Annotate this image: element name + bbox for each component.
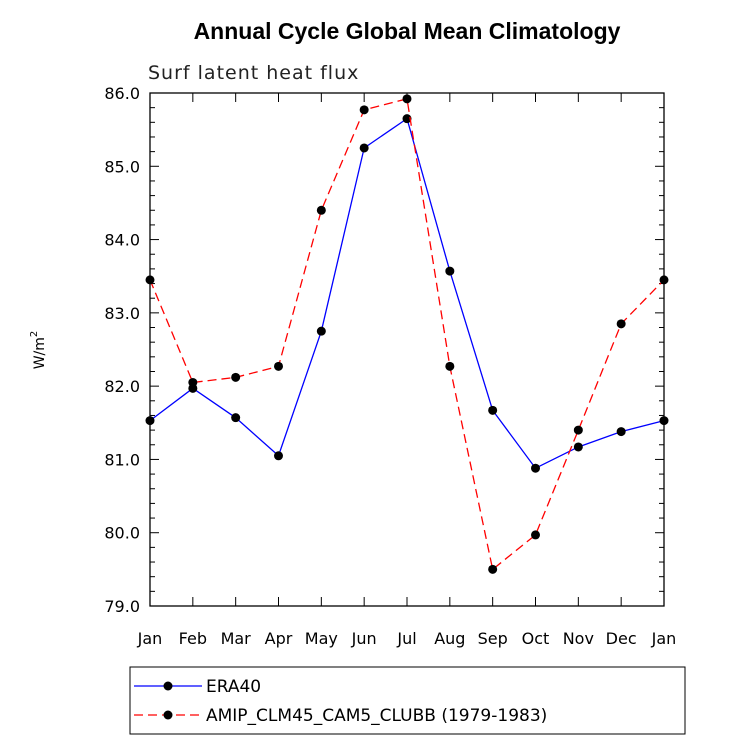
- y-tick-label: 86.0: [104, 84, 140, 103]
- data-point: [402, 114, 412, 124]
- data-point: [274, 361, 283, 371]
- legend-label: ERA40: [206, 677, 261, 697]
- y-axis-label-superscript: 2: [29, 331, 40, 337]
- series-line: [149, 117, 665, 470]
- y-tick-label: 81.0: [104, 450, 140, 469]
- x-tick-label: Jan: [651, 629, 677, 648]
- data-point: [616, 427, 626, 437]
- x-tick-label: May: [305, 629, 338, 648]
- data-point: [316, 205, 326, 215]
- y-tick-label: 79.0: [104, 597, 140, 616]
- y-tick-label: 80.0: [104, 524, 140, 543]
- data-point: [445, 361, 455, 371]
- chart-subtitle: Surf latent heat flux: [148, 62, 359, 84]
- series-1: [145, 114, 669, 473]
- data-point: [616, 319, 626, 329]
- data-point: [188, 377, 198, 387]
- data-point: [231, 413, 241, 423]
- y-tick-label: 83.0: [104, 304, 140, 323]
- legend-box: [129, 666, 686, 735]
- x-tick-label: Jan: [137, 629, 163, 648]
- x-tick-label: Mar: [221, 629, 252, 648]
- series-layer: [145, 94, 669, 574]
- axes: 79.0 80.0 81.0 82.0 83.0 84.0 85.0 86.0 Jan Feb Ma…: [104, 84, 676, 648]
- y-axis-label: W/m2: [29, 331, 48, 370]
- x-tick-label: Apr: [265, 629, 293, 648]
- legend-marker: [163, 710, 173, 720]
- data-point: [274, 451, 283, 461]
- data-point: [145, 416, 155, 426]
- legend-marker: [163, 681, 173, 691]
- data-point: [145, 275, 155, 285]
- data-point: [488, 564, 498, 574]
- data-point: [659, 416, 669, 426]
- plot-frame: [149, 92, 665, 607]
- x-tick-label: Oct: [522, 629, 550, 648]
- data-point: [531, 530, 540, 540]
- data-point: [573, 425, 583, 435]
- data-point: [316, 326, 326, 336]
- y-tick-label: 84.0: [104, 231, 140, 250]
- x-tick-label: Nov: [563, 629, 594, 648]
- data-point: [488, 405, 498, 415]
- y-tick-label: 85.0: [104, 157, 140, 176]
- y-tick-label: 82.0: [104, 377, 140, 396]
- series-2: [145, 94, 669, 574]
- data-point: [359, 105, 369, 115]
- data-point: [359, 143, 369, 153]
- data-point: [445, 266, 455, 276]
- x-tick-label: Jul: [396, 629, 416, 648]
- chart-title: Annual Cycle Global Mean Climatology: [194, 18, 621, 44]
- data-point: [402, 94, 412, 104]
- x-tick-label: Aug: [434, 629, 465, 648]
- legend: ERA40 AMIP_CLM45_CAM5_CLUBB (1979-1983): [129, 666, 686, 735]
- data-point: [659, 275, 669, 285]
- data-point: [531, 463, 540, 473]
- x-tick-label: Feb: [179, 629, 207, 648]
- x-tick-label: Dec: [606, 629, 637, 648]
- data-point: [573, 442, 583, 452]
- legend-label: AMIP_CLM45_CAM5_CLUBB (1979-1983): [206, 706, 547, 726]
- data-point: [231, 372, 241, 382]
- series-line: [149, 98, 665, 571]
- y-axis-label-base: W/m: [32, 337, 48, 369]
- x-tick-label: Sep: [478, 629, 508, 648]
- x-tick-label: Jun: [351, 629, 377, 648]
